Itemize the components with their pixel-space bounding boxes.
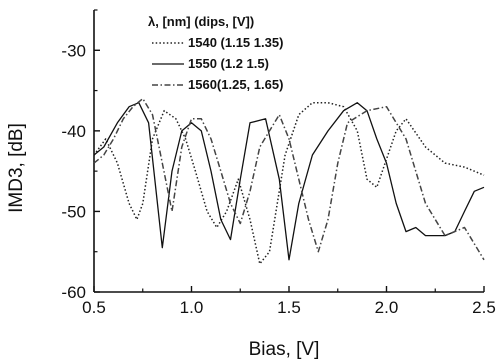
- series-line-1: [93, 101, 485, 265]
- legend-title: λ, [nm] (dips, [V]): [148, 14, 254, 29]
- x-tick-label: 2.0: [375, 298, 399, 317]
- legend-label-1: 1540 (1.15 1.35): [188, 35, 283, 50]
- legend-label-2: 1550 (1.2 1.5): [188, 56, 269, 71]
- y-tick-label: -40: [61, 122, 86, 141]
- y-tick-label: -60: [61, 283, 86, 302]
- legend-label-3: 1560(1.25, 1.65): [188, 77, 283, 92]
- legend: λ, [nm] (dips, [V]) 1540 (1.15 1.35) 1550…: [148, 14, 283, 92]
- y-tick-label: -30: [61, 41, 86, 60]
- x-axis-title: Bias, [V]: [249, 339, 320, 360]
- y-axis-title: IMD3, [dB]: [6, 123, 27, 213]
- series-line-2: [93, 102, 485, 261]
- series-layer: [93, 97, 485, 265]
- x-tick-label: 0.5: [82, 298, 106, 317]
- x-tick-label: 2.5: [472, 298, 496, 317]
- series-line-3: [93, 97, 485, 261]
- axes: 0.5 1.0 1.5 2.0 2.5 -60 -50 -40 -30: [61, 9, 496, 317]
- y-tick-label: -50: [61, 202, 86, 221]
- x-tick-label: 1.0: [180, 298, 204, 317]
- x-tick-label: 1.5: [277, 298, 301, 317]
